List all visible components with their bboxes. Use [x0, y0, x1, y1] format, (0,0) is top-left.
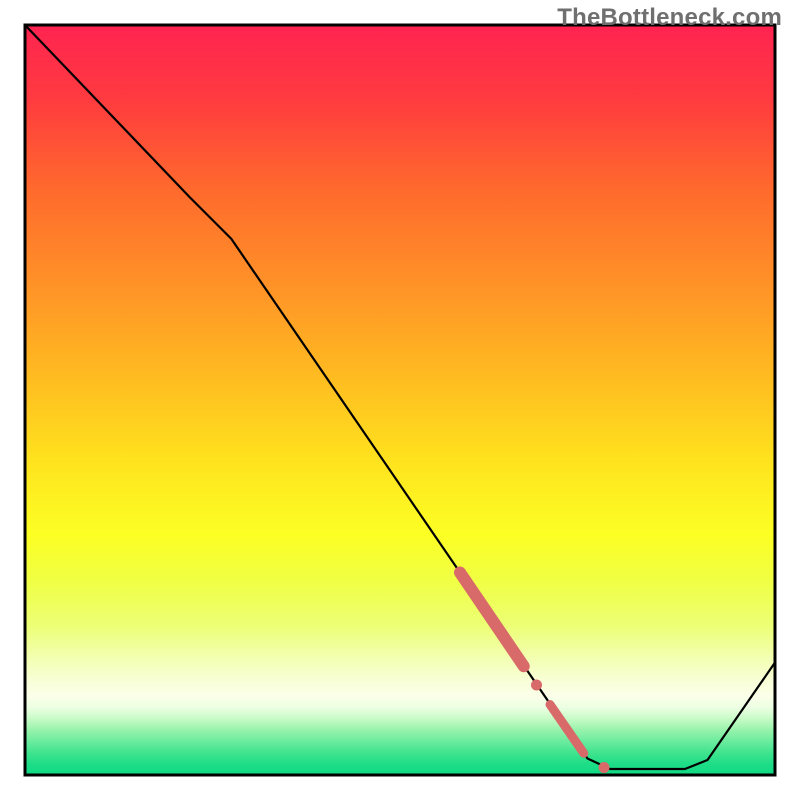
plot-background: [25, 25, 775, 775]
highlight-dot: [599, 762, 610, 773]
watermark-text: TheBottleneck.com: [557, 4, 782, 32]
chart-container: TheBottleneck.com: [0, 0, 800, 800]
highlight-dot: [531, 680, 542, 691]
bottleneck-chart: [0, 0, 800, 800]
